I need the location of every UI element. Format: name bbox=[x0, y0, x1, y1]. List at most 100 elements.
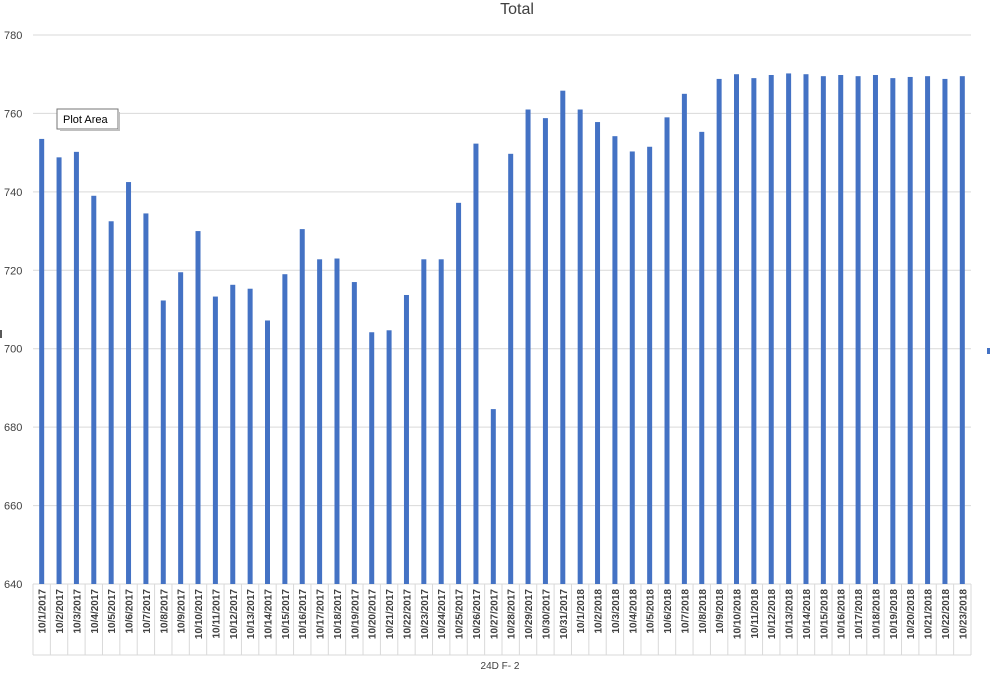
x-tick-label: 10/9/2018 bbox=[715, 589, 726, 634]
y-tick-label: 660 bbox=[4, 501, 22, 513]
bar[interactable] bbox=[178, 272, 184, 584]
bar[interactable] bbox=[369, 332, 375, 584]
bar[interactable] bbox=[334, 258, 340, 584]
bar[interactable] bbox=[699, 131, 705, 584]
bar[interactable] bbox=[456, 202, 462, 584]
bar[interactable] bbox=[299, 229, 305, 584]
x-tick-label: 10/11/2017 bbox=[211, 589, 222, 639]
bar[interactable] bbox=[855, 76, 861, 585]
y-tick-label: 720 bbox=[4, 265, 22, 277]
x-tick-label: 10/23/2018 bbox=[958, 589, 969, 639]
x-tick-label: 10/5/2017 bbox=[107, 589, 118, 634]
x-tick-label: 10/19/2017 bbox=[350, 589, 361, 639]
y-tick-label: 640 bbox=[4, 579, 22, 591]
bar[interactable] bbox=[612, 136, 618, 584]
bar[interactable] bbox=[39, 138, 45, 585]
y-tick-label: 740 bbox=[4, 187, 22, 199]
x-tick-label: 10/3/2018 bbox=[611, 589, 622, 634]
x-tick-label: 10/6/2018 bbox=[663, 589, 674, 634]
x-tick-label: 10/18/2017 bbox=[333, 589, 344, 639]
x-tick-label: 10/17/2018 bbox=[854, 589, 865, 639]
bar[interactable] bbox=[907, 76, 913, 584]
tooltip-text: Plot Area bbox=[63, 114, 109, 126]
bar[interactable] bbox=[490, 409, 496, 584]
bar[interactable] bbox=[247, 288, 253, 584]
y-axis-title-marker[interactable] bbox=[0, 330, 2, 338]
bar[interactable] bbox=[734, 74, 739, 584]
x-tick-label: 10/28/2017 bbox=[507, 589, 518, 639]
bar[interactable] bbox=[629, 151, 635, 584]
bar[interactable] bbox=[195, 231, 201, 585]
x-tick-label: 10/8/2018 bbox=[698, 589, 709, 634]
bar[interactable] bbox=[525, 109, 531, 584]
x-tick-label: 10/1/2017 bbox=[38, 589, 49, 634]
x-tick-label: 10/7/2017 bbox=[142, 589, 153, 634]
bar[interactable] bbox=[403, 294, 409, 584]
bar[interactable] bbox=[959, 76, 965, 585]
bar[interactable] bbox=[872, 74, 878, 585]
x-tick-label: 10/13/2017 bbox=[246, 589, 257, 639]
bar[interactable] bbox=[91, 195, 97, 584]
bar[interactable] bbox=[212, 296, 218, 584]
chart-title: Total bbox=[500, 1, 534, 18]
bar[interactable] bbox=[560, 90, 566, 584]
bar[interactable] bbox=[664, 117, 670, 584]
x-tick-label: 10/1/2018 bbox=[576, 589, 587, 634]
x-tick-label: 10/10/2017 bbox=[194, 589, 205, 639]
x-tick-label: 10/22/2018 bbox=[941, 589, 952, 639]
bar[interactable] bbox=[751, 78, 757, 584]
bar[interactable] bbox=[317, 259, 323, 584]
x-tick-label: 10/3/2017 bbox=[72, 589, 83, 634]
bar[interactable] bbox=[890, 78, 896, 584]
bar[interactable] bbox=[595, 122, 601, 584]
category-group-label: 24D F- 2 bbox=[481, 661, 520, 672]
bar[interactable] bbox=[786, 73, 792, 585]
bar[interactable] bbox=[282, 274, 288, 584]
x-tick-label: 10/6/2017 bbox=[125, 589, 136, 634]
x-tick-label: 10/30/2017 bbox=[541, 589, 552, 639]
bar[interactable] bbox=[143, 213, 149, 585]
x-tick-label: 10/18/2018 bbox=[871, 589, 882, 639]
x-tick-label: 10/13/2018 bbox=[785, 589, 796, 639]
bar[interactable] bbox=[438, 259, 444, 584]
bar[interactable] bbox=[681, 93, 687, 585]
bar[interactable] bbox=[803, 74, 809, 584]
x-tick-label: 10/21/2017 bbox=[385, 589, 396, 639]
bar[interactable] bbox=[838, 74, 844, 585]
legend-marker[interactable] bbox=[987, 348, 990, 354]
bar[interactable] bbox=[925, 76, 931, 585]
x-tick-label: 10/11/2018 bbox=[750, 589, 761, 639]
bar[interactable] bbox=[577, 109, 583, 584]
x-tick-label: 10/15/2018 bbox=[819, 589, 830, 639]
bar[interactable] bbox=[768, 74, 774, 585]
bar[interactable] bbox=[160, 300, 166, 584]
bar[interactable] bbox=[647, 146, 653, 584]
x-tick-label: 10/26/2017 bbox=[472, 589, 483, 639]
bar[interactable] bbox=[265, 320, 270, 584]
x-tick-label: 10/12/2017 bbox=[229, 589, 240, 639]
bar[interactable] bbox=[473, 143, 479, 584]
bar[interactable] bbox=[716, 78, 722, 585]
bar[interactable] bbox=[386, 330, 392, 584]
y-tick-label: 680 bbox=[4, 422, 22, 434]
bar[interactable] bbox=[73, 151, 79, 584]
bar[interactable] bbox=[126, 182, 132, 584]
x-tick-label: 10/10/2018 bbox=[733, 589, 744, 639]
x-tick-label: 10/31/2017 bbox=[559, 589, 570, 639]
bar[interactable] bbox=[942, 78, 948, 585]
bar[interactable] bbox=[508, 153, 514, 585]
bars[interactable] bbox=[39, 73, 965, 585]
x-tick-label: 10/21/2018 bbox=[924, 589, 935, 639]
bar[interactable] bbox=[230, 284, 236, 584]
x-tick-label: 10/5/2018 bbox=[646, 589, 657, 634]
y-tick-label: 780 bbox=[4, 30, 22, 42]
x-tick-label: 10/27/2017 bbox=[489, 589, 500, 639]
x-tick-label: 10/4/2018 bbox=[628, 589, 639, 634]
bar[interactable] bbox=[820, 76, 826, 585]
bar[interactable] bbox=[56, 157, 62, 584]
bar[interactable] bbox=[542, 118, 548, 585]
bar[interactable] bbox=[351, 282, 357, 584]
bar[interactable] bbox=[421, 259, 427, 584]
bar[interactable] bbox=[108, 221, 114, 584]
